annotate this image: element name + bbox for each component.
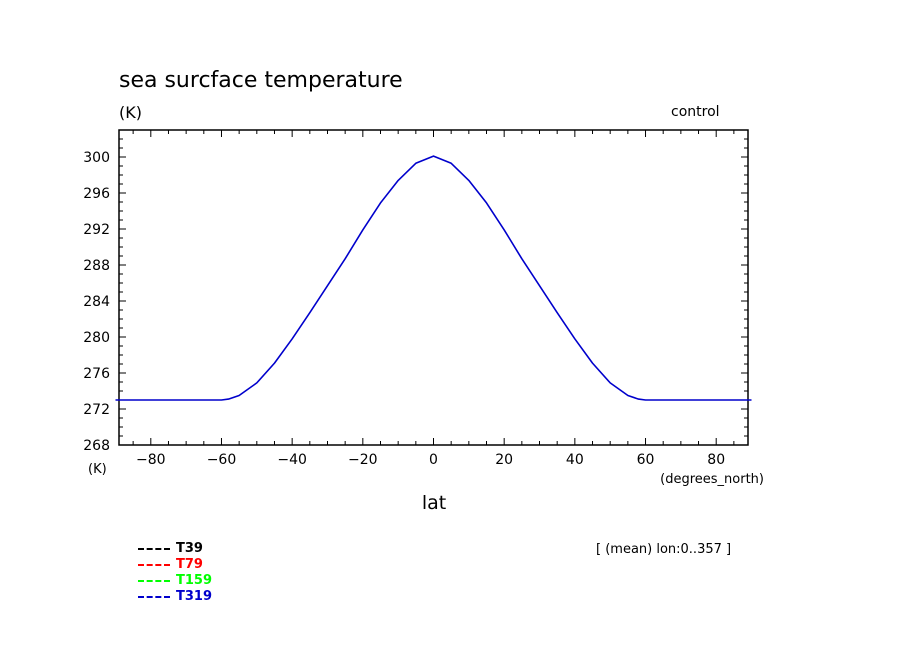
legend: T39 T79 T159 T319 bbox=[138, 541, 212, 605]
x-tick-label: 60 bbox=[637, 452, 655, 468]
legend-line-swatch bbox=[138, 548, 170, 550]
chart-title: sea surcface temperature bbox=[119, 68, 403, 93]
y-tick-label: 276 bbox=[83, 366, 110, 382]
x-axis-label: lat bbox=[422, 492, 446, 514]
x-tick-label: 20 bbox=[495, 452, 513, 468]
plot-frame bbox=[118, 129, 749, 446]
mean-annotation: [ (mean) lon:0..357 ] bbox=[596, 542, 732, 557]
legend-item-t159: T159 bbox=[138, 573, 212, 589]
x-tick-label: −20 bbox=[348, 452, 378, 468]
x-tick-label: −40 bbox=[277, 452, 307, 468]
legend-item-t79: T79 bbox=[138, 557, 212, 573]
y-tick-label: 272 bbox=[83, 402, 110, 418]
x-tick-label: 40 bbox=[566, 452, 584, 468]
legend-item-t39: T39 bbox=[138, 541, 212, 557]
y-units-label: (K) bbox=[88, 462, 107, 477]
legend-label: T319 bbox=[176, 589, 213, 604]
x-tick-label: 0 bbox=[429, 452, 438, 468]
y-tick-label: 284 bbox=[83, 294, 110, 310]
legend-item-t319: T319 bbox=[138, 589, 212, 605]
legend-line-swatch bbox=[138, 596, 170, 598]
chart-units: (K) bbox=[119, 103, 142, 122]
y-tick-label: 288 bbox=[83, 258, 110, 274]
legend-label: T79 bbox=[176, 557, 203, 572]
x-tick-label: 80 bbox=[707, 452, 725, 468]
legend-label: T159 bbox=[176, 573, 213, 588]
x-tick-label: −80 bbox=[136, 452, 166, 468]
y-tick-label: 300 bbox=[83, 150, 110, 166]
y-tick-label: 292 bbox=[83, 222, 110, 238]
legend-line-swatch bbox=[138, 580, 170, 582]
x-units-label: (degrees_north) bbox=[660, 472, 764, 487]
legend-line-swatch bbox=[138, 564, 170, 566]
y-tick-label: 280 bbox=[83, 330, 110, 346]
x-tick-label: −60 bbox=[207, 452, 237, 468]
legend-label: T39 bbox=[176, 541, 203, 556]
series-line-t319 bbox=[115, 155, 752, 401]
y-tick-label: 268 bbox=[83, 438, 110, 454]
y-tick-label: 296 bbox=[83, 186, 110, 202]
run-tag: control bbox=[671, 104, 720, 120]
